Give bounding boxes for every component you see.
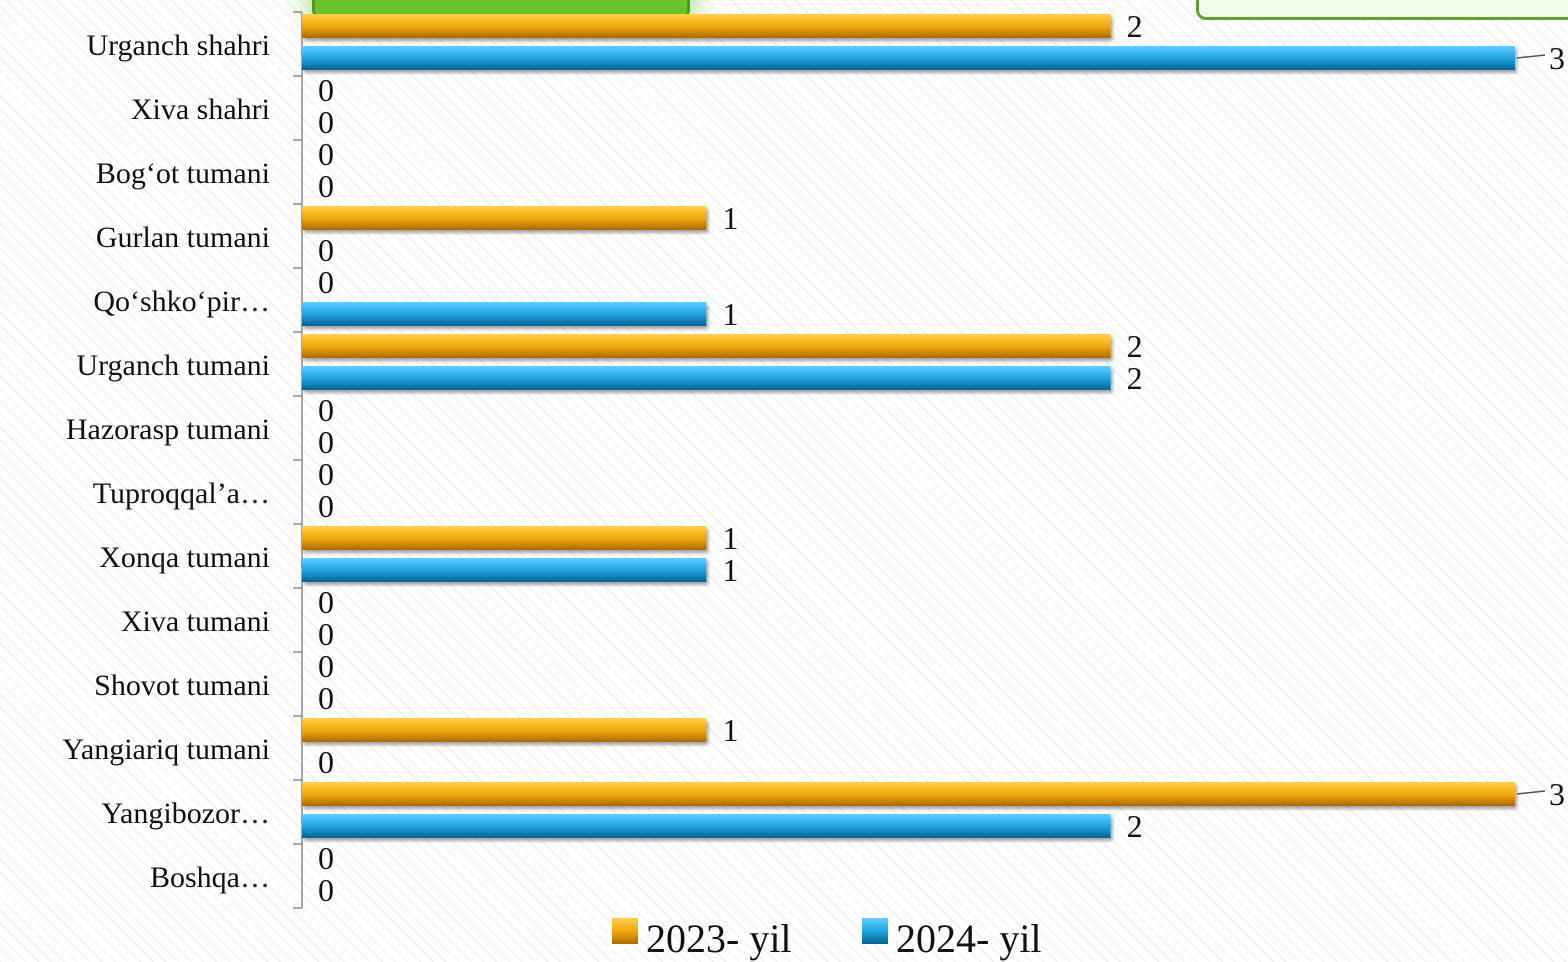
category-label: Qo‘shko‘pir… [93, 285, 270, 318]
data-label: 0 [318, 72, 334, 108]
category-label: Yangiariq tumani [62, 733, 270, 766]
bar-series-1 [302, 718, 707, 742]
data-label: 0 [318, 104, 334, 140]
bar-series-1 [302, 782, 1515, 806]
data-label: 0 [318, 680, 334, 716]
data-label: 2 [1127, 8, 1143, 44]
category-label: Xiva tumani [121, 605, 270, 638]
category-label: Xonqa tumani [99, 541, 270, 574]
data-label: 2 [1127, 360, 1143, 396]
data-label: 2 [1127, 808, 1143, 844]
data-label: 0 [318, 136, 334, 172]
data-label: 1 [722, 712, 738, 748]
category-label: Shovot tumani [94, 669, 270, 702]
category-label: Urganch tumani [76, 349, 270, 382]
category-label: Xiva shahri [131, 93, 270, 126]
category-label: Bog‘ot tumani [96, 157, 270, 190]
data-label: 0 [318, 584, 334, 620]
category-label: Yangibozor… [101, 797, 270, 830]
category-label: Hazorasp tumani [66, 413, 270, 446]
data-label: 0 [318, 392, 334, 428]
legend-label-series-1: 2023- yil [646, 916, 792, 961]
data-label: 1 [722, 296, 738, 332]
data-label: 3 [1549, 776, 1565, 812]
category-label: Tuproqqal’a… [93, 477, 270, 510]
data-label: 3 [1549, 40, 1565, 76]
data-label: 2 [1127, 328, 1143, 364]
data-label: 0 [318, 456, 334, 492]
data-label: 0 [318, 744, 334, 780]
data-label: 0 [318, 488, 334, 524]
data-label: 0 [318, 264, 334, 300]
data-label: 0 [318, 232, 334, 268]
data-label: 0 [318, 424, 334, 460]
bar-series-2 [302, 46, 1515, 70]
bar-series-2 [302, 558, 707, 582]
bar-series-2 [302, 366, 1111, 390]
category-label: Urganch shahri [86, 29, 270, 62]
bar-series-2 [302, 814, 1111, 838]
data-label-leader-line [1516, 54, 1546, 59]
data-label: 0 [318, 616, 334, 652]
data-label: 0 [318, 872, 334, 908]
data-label: 0 [318, 840, 334, 876]
bar-series-1 [302, 526, 707, 550]
data-label: 1 [722, 552, 738, 588]
bar-series-1 [302, 206, 707, 230]
decorative-green-banner-right [1196, 0, 1568, 20]
data-label: 1 [722, 520, 738, 556]
legend-label-series-2: 2024- yil [896, 916, 1042, 961]
category-label: Gurlan tumani [96, 221, 270, 254]
data-label-leader-line [1516, 790, 1546, 795]
legend-swatch-series-1 [612, 918, 638, 944]
data-label: 0 [318, 648, 334, 684]
bar-series-1 [302, 334, 1111, 358]
bar-series-2 [302, 302, 707, 326]
data-label: 1 [722, 200, 738, 236]
bar-series-1 [302, 14, 1111, 38]
data-label: 0 [318, 168, 334, 204]
legend-swatch-series-2 [862, 918, 888, 944]
category-label: Boshqa… [150, 861, 270, 894]
